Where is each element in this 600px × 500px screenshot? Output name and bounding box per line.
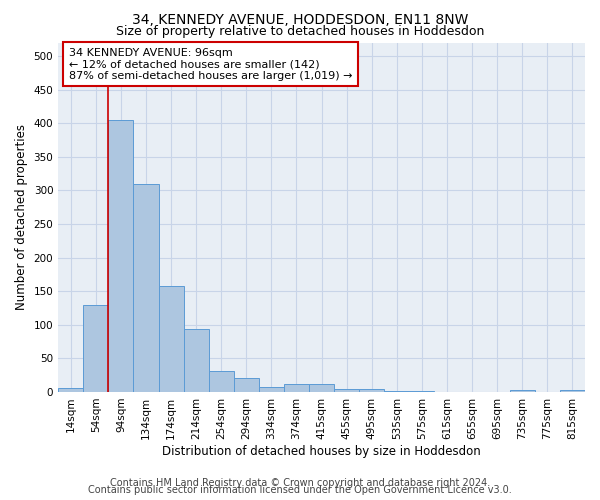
Bar <box>83 304 109 392</box>
Bar <box>409 390 434 392</box>
Bar <box>259 388 284 392</box>
Bar <box>133 184 158 392</box>
Text: Contains HM Land Registry data © Crown copyright and database right 2024.: Contains HM Land Registry data © Crown c… <box>110 478 490 488</box>
Bar <box>385 390 409 392</box>
Text: Size of property relative to detached houses in Hoddesdon: Size of property relative to detached ho… <box>116 25 484 38</box>
Bar <box>234 378 259 392</box>
Bar <box>334 388 359 392</box>
Text: 34, KENNEDY AVENUE, HODDESDON, EN11 8NW: 34, KENNEDY AVENUE, HODDESDON, EN11 8NW <box>132 12 468 26</box>
Bar <box>158 286 184 392</box>
Bar <box>184 330 209 392</box>
Bar <box>510 390 535 392</box>
Bar <box>209 371 234 392</box>
Text: 34 KENNEDY AVENUE: 96sqm
← 12% of detached houses are smaller (142)
87% of semi-: 34 KENNEDY AVENUE: 96sqm ← 12% of detach… <box>69 48 352 81</box>
X-axis label: Distribution of detached houses by size in Hoddesdon: Distribution of detached houses by size … <box>162 444 481 458</box>
Bar <box>109 120 133 392</box>
Bar <box>284 384 309 392</box>
Bar <box>309 384 334 392</box>
Text: Contains public sector information licensed under the Open Government Licence v3: Contains public sector information licen… <box>88 485 512 495</box>
Bar <box>58 388 83 392</box>
Bar <box>560 390 585 392</box>
Bar <box>359 388 385 392</box>
Y-axis label: Number of detached properties: Number of detached properties <box>15 124 28 310</box>
